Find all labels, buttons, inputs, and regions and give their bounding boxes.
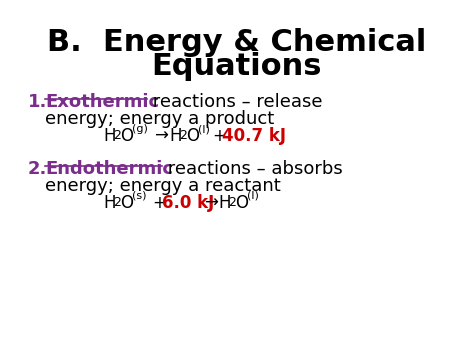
Text: 6.0 kJ: 6.0 kJ (162, 194, 214, 212)
Text: energy; energy a product: energy; energy a product (45, 110, 274, 128)
Text: Endothermic: Endothermic (45, 160, 173, 178)
Text: (g): (g) (132, 124, 147, 134)
Text: reactions – absorbs: reactions – absorbs (162, 160, 343, 178)
Text: 1.: 1. (27, 93, 47, 111)
Text: Exothermic: Exothermic (45, 93, 159, 111)
Text: H: H (219, 194, 231, 212)
Text: 2: 2 (113, 196, 121, 209)
Text: 40.7 kJ: 40.7 kJ (222, 127, 286, 145)
Text: O: O (120, 127, 133, 145)
Text: 2: 2 (180, 129, 187, 142)
Text: H: H (103, 194, 116, 212)
Text: H: H (103, 127, 116, 145)
Text: 2.: 2. (27, 160, 47, 178)
Text: (l): (l) (247, 191, 259, 201)
Text: B.  Energy & Chemical: B. Energy & Chemical (47, 28, 427, 57)
Text: O: O (120, 194, 133, 212)
Text: Equations: Equations (152, 52, 322, 81)
Text: +: + (213, 127, 227, 145)
Text: O: O (235, 194, 248, 212)
Text: (s): (s) (132, 191, 146, 201)
Text: H: H (170, 127, 182, 145)
Text: 2: 2 (228, 196, 236, 209)
Text: O: O (186, 127, 200, 145)
Text: reactions – release: reactions – release (147, 93, 323, 111)
Text: energy; energy a reactant: energy; energy a reactant (45, 177, 281, 195)
Text: +: + (152, 194, 166, 212)
Text: →: → (154, 127, 168, 145)
Text: (l): (l) (198, 124, 210, 134)
Text: 2: 2 (113, 129, 121, 142)
Text: →: → (204, 194, 218, 212)
